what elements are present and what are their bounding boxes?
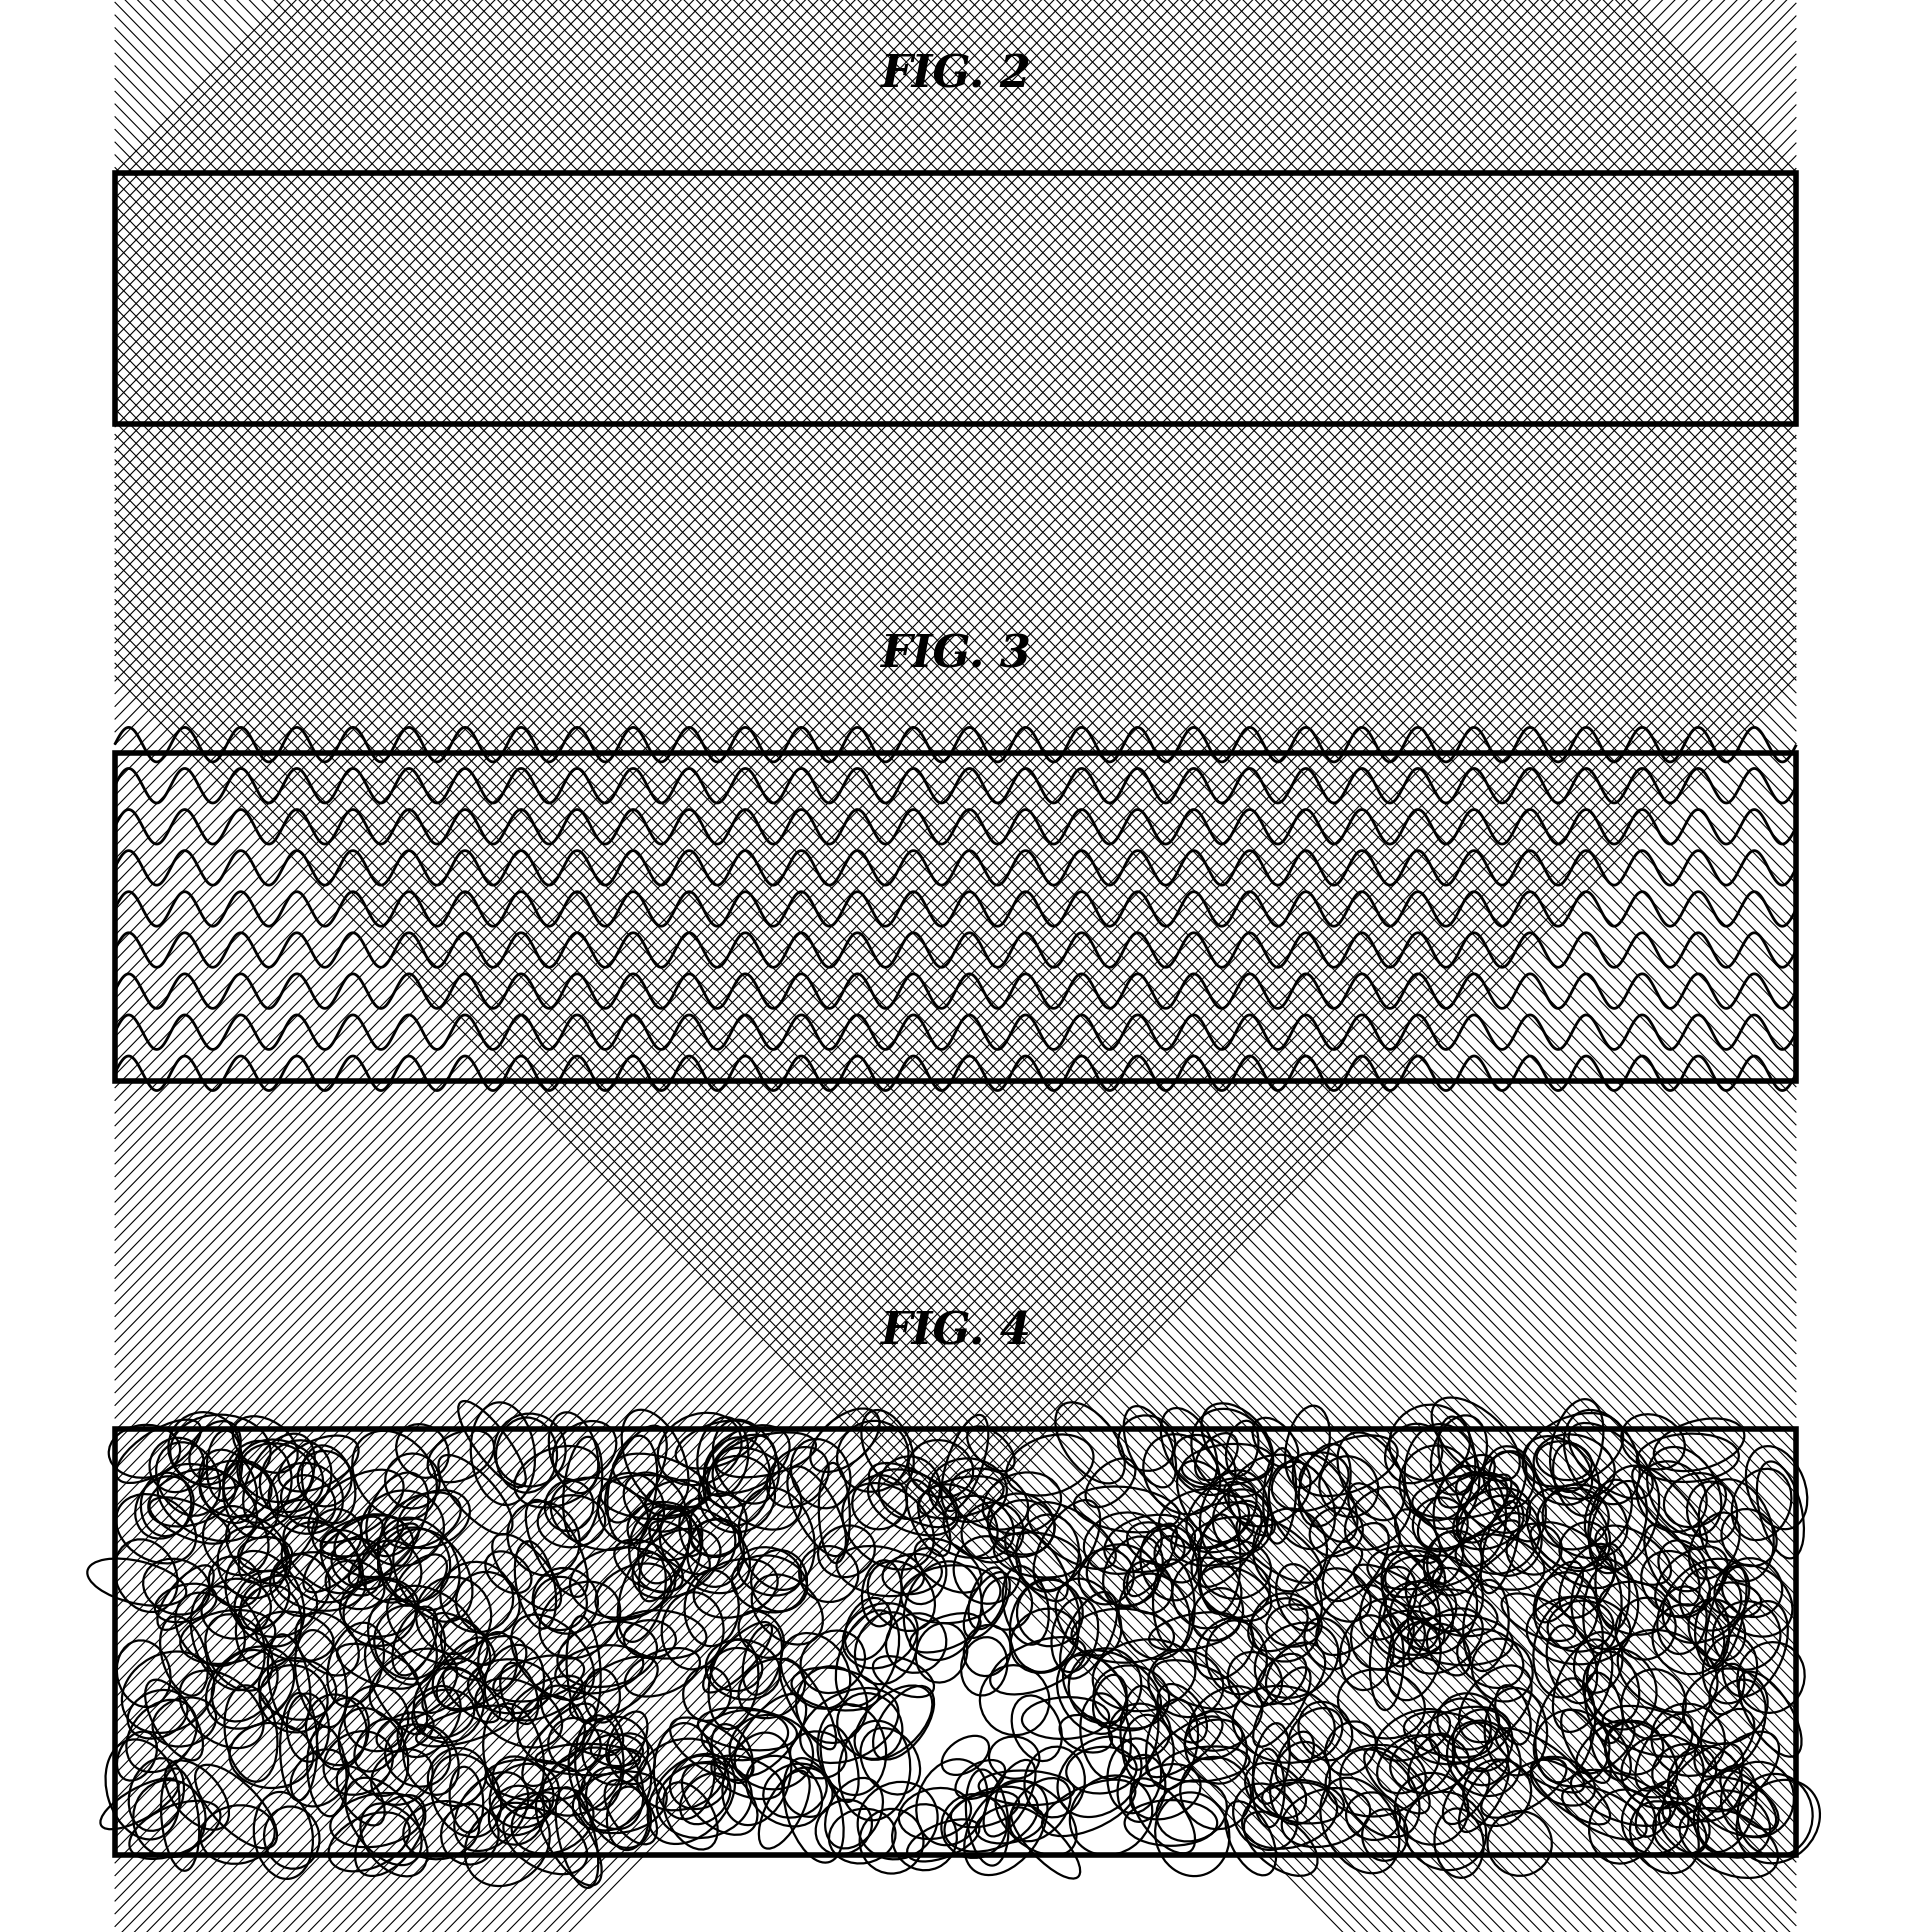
Bar: [115, 174, 1796, 425]
Bar: [115, 1430, 1796, 1855]
Text: FIG. 4: FIG. 4: [881, 1310, 1030, 1352]
Bar: [115, 753, 1796, 1082]
Text: FIG. 2: FIG. 2: [881, 54, 1030, 97]
Bar: [115, 1430, 1796, 1855]
Bar: [115, 174, 1796, 425]
Bar: [115, 753, 1796, 1082]
Bar: [115, 753, 1796, 1082]
Text: FIG. 3: FIG. 3: [881, 634, 1030, 676]
Bar: [115, 174, 1796, 425]
Bar: [115, 1430, 1796, 1855]
